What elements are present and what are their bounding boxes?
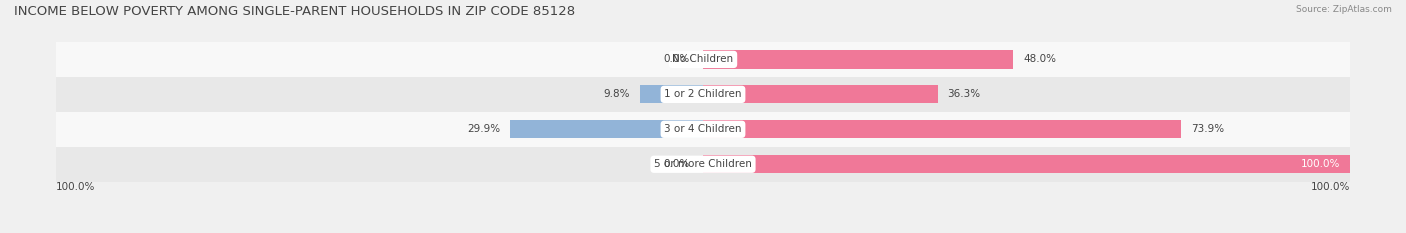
Text: 5 or more Children: 5 or more Children [654, 159, 752, 169]
Bar [509, 120, 703, 138]
Text: 0.0%: 0.0% [664, 55, 690, 64]
Text: 9.8%: 9.8% [603, 89, 630, 99]
Bar [703, 50, 1014, 69]
Text: 100.0%: 100.0% [1301, 159, 1340, 169]
Text: 1 or 2 Children: 1 or 2 Children [664, 89, 742, 99]
Text: 100.0%: 100.0% [1310, 182, 1350, 192]
Text: 29.9%: 29.9% [467, 124, 501, 134]
Text: 3 or 4 Children: 3 or 4 Children [664, 124, 742, 134]
Text: 48.0%: 48.0% [1024, 55, 1056, 64]
Bar [703, 85, 938, 103]
Bar [56, 112, 1350, 147]
Text: 36.3%: 36.3% [948, 89, 980, 99]
Bar [703, 120, 1181, 138]
Text: 0.0%: 0.0% [664, 159, 690, 169]
Text: 73.9%: 73.9% [1191, 124, 1223, 134]
Bar [56, 42, 1350, 77]
Bar [703, 155, 1350, 173]
Text: No Children: No Children [672, 55, 734, 64]
Text: INCOME BELOW POVERTY AMONG SINGLE-PARENT HOUSEHOLDS IN ZIP CODE 85128: INCOME BELOW POVERTY AMONG SINGLE-PARENT… [14, 5, 575, 18]
Text: 100.0%: 100.0% [56, 182, 96, 192]
Text: Source: ZipAtlas.com: Source: ZipAtlas.com [1296, 5, 1392, 14]
Bar [56, 147, 1350, 182]
Bar [56, 77, 1350, 112]
Bar [640, 85, 703, 103]
